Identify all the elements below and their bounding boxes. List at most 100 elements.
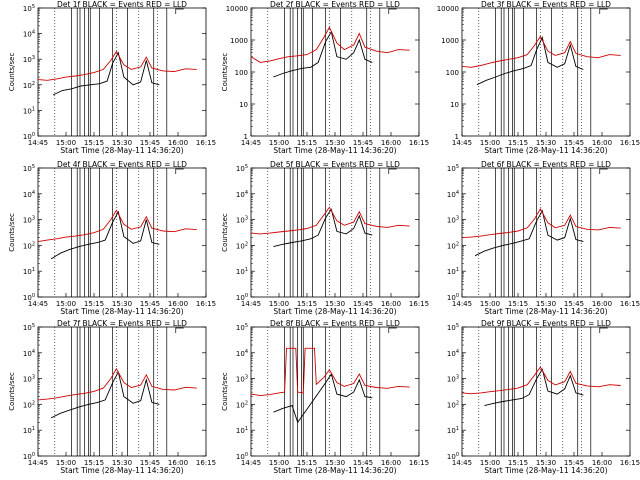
x-tick-label: 14:45	[28, 459, 48, 467]
y-tick-label: 102	[447, 400, 459, 409]
x-tick-label: 15:15	[297, 459, 317, 467]
y-tick-label: 100	[236, 293, 248, 302]
legend-glyph	[175, 8, 184, 14]
events-series-line	[50, 370, 160, 419]
x-tick-label: 15:30	[536, 300, 556, 308]
y-tick-label: 103	[447, 375, 459, 384]
x-tick-label: 16:15	[196, 139, 216, 147]
x-tick-label: 15:30	[112, 300, 132, 308]
panel-det-3: 1 10 100 1000 10000 14:45 15:00 15:15 15:30 15:45…	[437, 0, 640, 155]
x-axis-label: Start Time (28-May-11 14:36:20)	[484, 146, 607, 155]
x-tick-label: 16:15	[620, 459, 640, 467]
y-axis-label: Counts/sec	[221, 213, 229, 252]
x-tick-label: 16:00	[381, 300, 401, 308]
lld-series-line	[250, 26, 410, 63]
x-tick-label: 15:45	[564, 139, 584, 147]
panel-title: Det 7f BLACK = Events RED = LLD	[57, 319, 187, 328]
x-tick-label: 16:00	[592, 300, 612, 308]
x-tick-label: 14:45	[28, 300, 48, 308]
y-tick-label: 1000	[441, 37, 459, 45]
legend-glyph	[388, 327, 397, 333]
x-tick-label: 14:45	[241, 139, 261, 147]
y-tick-label: 105	[23, 323, 35, 332]
x-tick-label: 16:15	[620, 300, 640, 308]
x-tick-label: 15:00	[480, 459, 500, 467]
events-series-line	[476, 36, 584, 86]
y-tick-label: 101	[447, 426, 459, 435]
x-tick-label: 15:15	[508, 459, 528, 467]
x-tick-label: 15:30	[112, 139, 132, 147]
plot-frame	[461, 167, 631, 298]
x-tick-label: 16:00	[592, 139, 612, 147]
events-series-line	[273, 373, 373, 424]
x-axis-label: Start Time (28-May-11 14:36:20)	[484, 466, 607, 475]
x-tick-label: 15:15	[84, 459, 104, 467]
lld-series-line	[461, 366, 621, 395]
y-tick-label: 104	[236, 190, 248, 199]
x-tick-label: 15:45	[140, 139, 160, 147]
panel-title: Det 5f BLACK = Events RED = LLD	[270, 160, 400, 169]
y-tick-label: 103	[23, 375, 35, 384]
x-tick-label: 15:15	[508, 139, 528, 147]
x-tick-label: 15:15	[508, 300, 528, 308]
x-tick-label: 15:15	[84, 300, 104, 308]
y-tick-label: 100	[447, 452, 459, 461]
lld-series-line	[37, 50, 197, 81]
plot-frame	[250, 326, 420, 457]
y-tick-label: 102	[23, 81, 35, 90]
x-tick-label: 15:45	[353, 300, 373, 308]
y-tick-label: 104	[236, 349, 248, 358]
y-tick-label: 101	[236, 267, 248, 276]
y-tick-label: 100	[235, 69, 248, 77]
plot-frame	[250, 7, 420, 137]
y-tick-label: 1	[244, 133, 248, 141]
y-tick-label: 105	[23, 164, 35, 173]
x-tick-label: 16:15	[409, 459, 429, 467]
events-series-line	[474, 209, 584, 257]
x-tick-label: 16:00	[381, 139, 401, 147]
x-tick-label: 15:30	[325, 459, 345, 467]
x-tick-label: 15:45	[353, 459, 373, 467]
x-tick-label: 15:30	[325, 300, 345, 308]
x-tick-label: 15:15	[297, 139, 317, 147]
y-tick-label: 104	[23, 190, 35, 199]
panel-det-8: 100 101 102 103 104 105 14:45 15:00 15:15 15:30 15…	[221, 319, 429, 475]
y-tick-label: 100	[23, 452, 35, 461]
panel-title: Det 8f BLACK = Events RED = LLD	[270, 319, 400, 328]
x-tick-label: 15:30	[112, 459, 132, 467]
y-tick-label: 104	[23, 30, 35, 39]
legend-glyph	[599, 327, 608, 333]
lld-series-line	[250, 206, 410, 235]
events-series-line	[52, 51, 160, 96]
x-tick-label: 14:45	[28, 139, 48, 147]
x-tick-label: 16:00	[168, 459, 188, 467]
events-series-line	[484, 368, 584, 407]
y-tick-label: 103	[23, 55, 35, 64]
panel-det-4: 100 101 102 103 104 105 14:45 15:00 15:15 15:30 15…	[8, 160, 216, 316]
x-tick-label: 16:00	[381, 459, 401, 467]
plot-frame	[37, 7, 207, 137]
x-tick-label: 15:15	[84, 139, 104, 147]
y-tick-label: 105	[447, 164, 459, 173]
x-tick-label: 15:00	[480, 139, 500, 147]
x-tick-label: 15:45	[140, 459, 160, 467]
x-tick-label: 15:30	[536, 139, 556, 147]
panel-title: Det 2f BLACK = Events RED = LLD	[270, 0, 400, 9]
x-tick-label: 14:45	[452, 300, 472, 308]
y-tick-label: 103	[447, 216, 459, 225]
y-tick-label: 101	[23, 267, 35, 276]
x-tick-label: 16:15	[620, 139, 640, 147]
y-tick-label: 104	[23, 349, 35, 358]
x-tick-label: 15:00	[56, 300, 76, 308]
x-tick-label: 15:00	[269, 139, 289, 147]
y-axis-label: Counts/sec	[8, 372, 16, 411]
x-tick-label: 16:00	[168, 139, 188, 147]
panel-det-1: 100 101 102 103 104 105 14:45 15:00 15:15 15:30 15…	[8, 0, 216, 155]
y-tick-label: 100	[236, 452, 248, 461]
lld-series-line	[250, 347, 410, 397]
events-series-line	[273, 30, 373, 78]
x-tick-label: 15:45	[564, 300, 584, 308]
x-tick-label: 15:00	[269, 300, 289, 308]
y-tick-label: 105	[236, 323, 248, 332]
x-axis-label: Start Time (28-May-11 14:36:20)	[60, 307, 183, 316]
